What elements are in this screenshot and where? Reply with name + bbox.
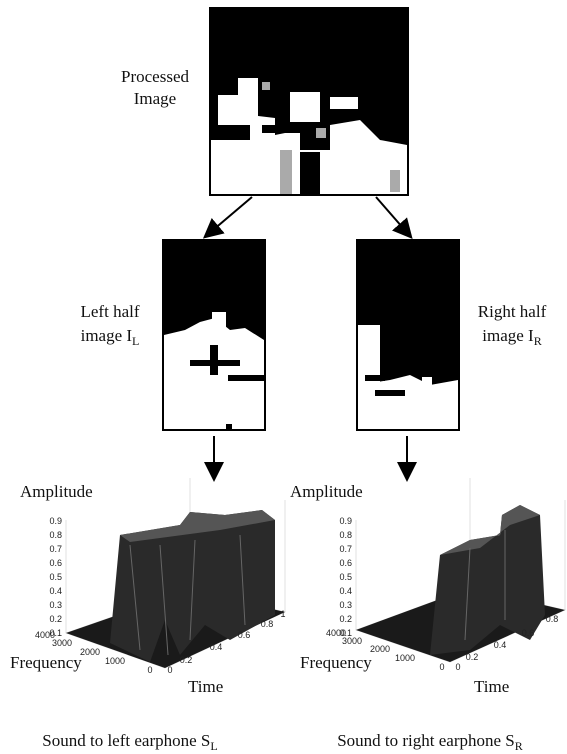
left-half-image	[163, 240, 265, 430]
figure: Processed Image Left half image IL Right…	[0, 0, 567, 754]
caption-text: Sound to right earphone S	[337, 731, 515, 750]
x-axis-label: Frequency	[300, 653, 372, 672]
x-tick-label: 1000	[395, 653, 415, 663]
x-tick-label: 0	[439, 662, 444, 672]
node-label: image IL	[81, 326, 140, 348]
right-surface-fill	[356, 505, 565, 662]
x-tick-label: 3000	[52, 638, 72, 648]
right-half-image	[357, 240, 459, 430]
z-tick-label: 0.6	[49, 558, 62, 568]
z-tick-label: 0.5	[49, 572, 62, 582]
y-tick-label: 0.6	[238, 630, 251, 640]
y-axis-label: Time	[474, 677, 509, 696]
y-tick-label: 0	[167, 665, 172, 675]
y-tick-label: 0.4	[210, 642, 223, 652]
z-tick-label: 0.7	[339, 544, 352, 554]
caption-text: Sound to left earphone S	[42, 731, 210, 750]
arrow	[206, 197, 252, 236]
y-axis-label: Time	[188, 677, 223, 696]
processed-image	[210, 8, 408, 195]
y-tick-label: 0.2	[180, 655, 193, 665]
subscript: R	[534, 334, 542, 348]
y-tick-label: 0.6	[522, 628, 535, 638]
node-label: Processed	[121, 67, 189, 86]
node-label: Right half	[478, 302, 547, 321]
z-tick-label: 0.3	[49, 600, 62, 610]
z-tick-label: 0.4	[49, 586, 62, 596]
z-axis-label: Amplitude	[290, 482, 363, 501]
caption-subscript: L	[210, 739, 217, 753]
z-tick-label: 0.2	[339, 614, 352, 624]
y-tick-label: 0.4	[494, 640, 507, 650]
left-surface-fill	[66, 510, 285, 668]
caption-subscript: R	[515, 739, 523, 753]
y-tick-label: 0.8	[261, 619, 274, 629]
z-tick-label: 0.7	[49, 544, 62, 554]
z-axis-label: Amplitude	[20, 482, 93, 501]
z-tick-label: 0.9	[339, 516, 352, 526]
z-tick-label: 0.6	[339, 558, 352, 568]
z-tick-label: 0.5	[339, 572, 352, 582]
caption: Sound to right earphone SR	[337, 731, 523, 753]
z-tick-label: 0.8	[49, 530, 62, 540]
node-label: Image	[134, 89, 176, 108]
y-tick-label: 0	[455, 662, 460, 672]
z-tick-label: 0.3	[339, 600, 352, 610]
x-tick-label: 2000	[370, 644, 390, 654]
y-tick-label: 0.8	[546, 614, 559, 624]
label-text: image I	[81, 326, 133, 345]
x-tick-label: 1000	[105, 656, 125, 666]
page: {"nodes": [ {"lines": ["Processed", "Ima…	[0, 0, 567, 754]
z-tick-label: 0.8	[339, 530, 352, 540]
caption: Sound to left earphone SL	[42, 731, 217, 753]
x-axis-label: Frequency	[10, 653, 82, 672]
z-tick-label: 0.9	[49, 516, 62, 526]
y-tick-label: 1	[280, 609, 285, 619]
arrow	[376, 197, 410, 236]
x-tick-label: 3000	[342, 636, 362, 646]
label-text: image I	[482, 326, 534, 345]
node-label: image IR	[482, 326, 541, 348]
z-tick-label: 0.2	[49, 614, 62, 624]
y-tick-label: 0.2	[466, 652, 479, 662]
x-tick-label: 0	[147, 665, 152, 675]
subscript: L	[132, 334, 139, 348]
x-tick-label: 2000	[80, 647, 100, 657]
z-tick-label: 0.4	[339, 586, 352, 596]
node-label: Left half	[81, 302, 140, 321]
